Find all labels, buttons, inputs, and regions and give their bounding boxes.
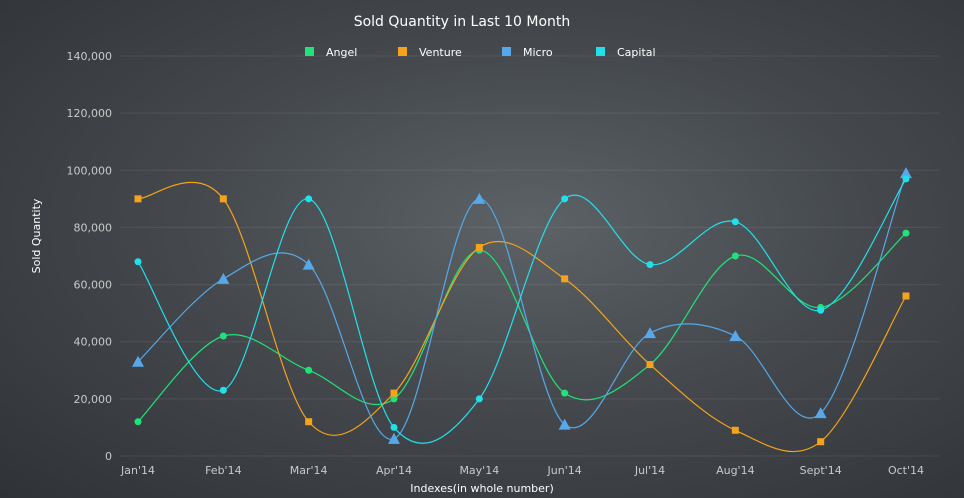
y-tick-label: 140,000	[67, 50, 113, 63]
data-point-capital[interactable]	[219, 386, 227, 394]
data-point-venture[interactable]	[305, 418, 313, 426]
data-point-angel[interactable]	[134, 418, 142, 426]
data-point-capital[interactable]	[646, 261, 654, 269]
legend-swatch	[502, 47, 511, 56]
x-tick-label: Sept'14	[800, 464, 842, 477]
y-tick-label: 60,000	[74, 279, 113, 292]
data-point-angel[interactable]	[305, 366, 313, 374]
data-point-micro[interactable]	[132, 355, 144, 367]
x-tick-label: Mar'14	[290, 464, 328, 477]
legend-item-micro[interactable]: Micro	[502, 46, 553, 59]
x-tick-label: Feb'14	[205, 464, 242, 477]
series-venture	[134, 181, 910, 453]
series-angel	[134, 229, 910, 426]
series	[132, 167, 912, 453]
series-line-capital	[137, 178, 907, 444]
data-point-venture[interactable]	[561, 275, 569, 283]
data-point-venture[interactable]	[390, 389, 398, 397]
y-axis: 0 20,000 40,000 60,000 80,000 100,000 120,000 1…	[67, 50, 113, 463]
data-point-capital[interactable]	[731, 218, 739, 226]
data-point-micro[interactable]	[814, 407, 827, 419]
legend-item-capital[interactable]: Capital	[596, 46, 656, 59]
y-tick-label: 80,000	[74, 221, 113, 234]
data-point-venture[interactable]	[475, 243, 483, 251]
legend-item-venture[interactable]: Venture	[398, 46, 462, 59]
data-point-angel[interactable]	[731, 252, 739, 260]
y-tick-label: 120,000	[67, 107, 113, 120]
data-point-angel[interactable]	[902, 229, 910, 237]
data-point-capital[interactable]	[902, 175, 910, 183]
data-point-venture[interactable]	[817, 438, 825, 446]
x-tick-label: Oct'14	[888, 464, 924, 477]
x-tick-label: Jan'14	[120, 464, 155, 477]
data-point-venture[interactable]	[219, 195, 227, 203]
data-point-angel[interactable]	[219, 332, 227, 340]
x-tick-label: Jun'14	[547, 464, 582, 477]
x-tick-label: Apr'14	[376, 464, 412, 477]
data-point-capital[interactable]	[305, 195, 313, 203]
data-point-micro[interactable]	[644, 327, 656, 339]
series-line-micro	[137, 172, 907, 440]
legend-item-angel[interactable]: Angel	[305, 46, 357, 59]
series-capital	[134, 175, 910, 444]
data-point-venture[interactable]	[902, 292, 910, 300]
chart-title: Sold Quantity in Last 10 Month	[354, 14, 571, 30]
data-point-venture[interactable]	[731, 426, 739, 434]
series-line-angel	[137, 232, 907, 423]
legend-swatch	[398, 47, 407, 56]
x-tick-label: Jul'14	[634, 464, 665, 477]
data-point-venture[interactable]	[134, 195, 142, 203]
y-axis-title: Sold Quantity	[30, 198, 43, 273]
x-tick-label: May'14	[459, 464, 499, 477]
y-tick-label: 20,000	[74, 393, 113, 406]
legend-label: Micro	[523, 46, 553, 59]
series-line-venture	[137, 181, 907, 453]
data-point-capital[interactable]	[817, 306, 825, 314]
data-point-venture[interactable]	[646, 361, 654, 369]
legend-label: Angel	[326, 46, 357, 59]
y-tick-label: 0	[105, 450, 112, 463]
x-tick-label: Aug'14	[716, 464, 755, 477]
x-axis-title: Indexes(in whole number)	[410, 482, 554, 495]
x-axis: Jan'14 Feb'14 Mar'14 Apr'14 May'14 Jun'14 Jul'…	[120, 464, 924, 477]
data-point-micro[interactable]	[473, 192, 486, 204]
legend-label: Venture	[419, 46, 462, 59]
data-point-capital[interactable]	[390, 423, 398, 431]
legend-label: Capital	[617, 46, 656, 59]
data-point-micro[interactable]	[217, 272, 230, 284]
y-tick-label: 40,000	[74, 336, 113, 349]
data-point-capital[interactable]	[475, 395, 483, 403]
y-tick-label: 100,000	[67, 164, 113, 177]
data-point-micro[interactable]	[302, 258, 315, 270]
data-point-micro[interactable]	[558, 418, 571, 430]
series-micro	[132, 167, 912, 444]
grid	[120, 55, 940, 457]
data-point-micro[interactable]	[900, 167, 912, 179]
legend-swatch	[596, 47, 605, 56]
data-point-angel[interactable]	[390, 395, 398, 403]
legend: Angel Venture Micro Capital	[305, 46, 656, 59]
data-point-micro[interactable]	[729, 330, 742, 341]
data-point-capital[interactable]	[561, 195, 569, 203]
data-point-capital[interactable]	[134, 258, 142, 266]
data-point-angel[interactable]	[561, 389, 569, 397]
data-point-micro[interactable]	[388, 432, 400, 444]
legend-swatch	[305, 47, 314, 56]
